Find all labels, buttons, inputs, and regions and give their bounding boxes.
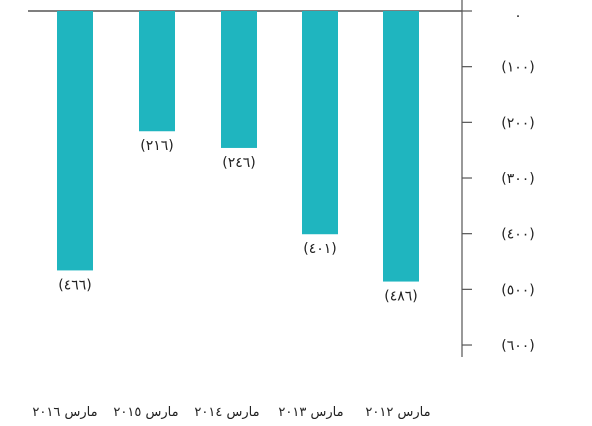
bar-value-label: (٢٤٦) <box>222 155 256 171</box>
value-labels: (٤٦٦) (٢١٦) (٢٤٦) (٤٠١) (٤٨٦) <box>58 138 418 304</box>
y-axis: ٠ (١٠٠) (٢٠٠) (٣٠٠) (٤٠٠) (٥٠٠) (٦٠٠) <box>461 0 535 357</box>
y-tick-label: (٢٠٠) <box>501 115 535 131</box>
y-tick-label: ٠ <box>514 8 522 24</box>
y-tick-label: (١٠٠) <box>501 60 535 76</box>
category-label: مارس ٢٠١٥ <box>113 405 178 420</box>
bar <box>302 11 338 235</box>
bar-value-label: (٤٨٦) <box>384 289 418 305</box>
y-tick-label: (٣٠٠) <box>501 171 535 187</box>
y-tick-label: (٤٠٠) <box>501 227 535 243</box>
bar <box>57 11 93 271</box>
y-tick-label: (٦٠٠) <box>501 338 535 354</box>
bar <box>221 11 257 148</box>
category-label: مارس ٢٠١٣ <box>278 405 343 420</box>
category-label: مارس ٢٠١٢ <box>365 405 430 420</box>
category-labels: مارس ٢٠١٦ مارس ٢٠١٥ مارس ٢٠١٤ مارس ٢٠١٣ مارس… <box>32 405 430 420</box>
bar-value-label: (٤٦٦) <box>58 277 92 293</box>
bar <box>383 11 419 282</box>
y-tick-label: (٥٠٠) <box>501 282 535 298</box>
category-label: مارس ٢٠١٦ <box>32 405 97 420</box>
bar-value-label: (٤٠١) <box>303 241 337 257</box>
bar-value-label: (٢١٦) <box>140 138 174 154</box>
bars <box>57 11 419 282</box>
bar <box>139 11 175 132</box>
category-label: مارس ٢٠١٤ <box>194 405 259 420</box>
